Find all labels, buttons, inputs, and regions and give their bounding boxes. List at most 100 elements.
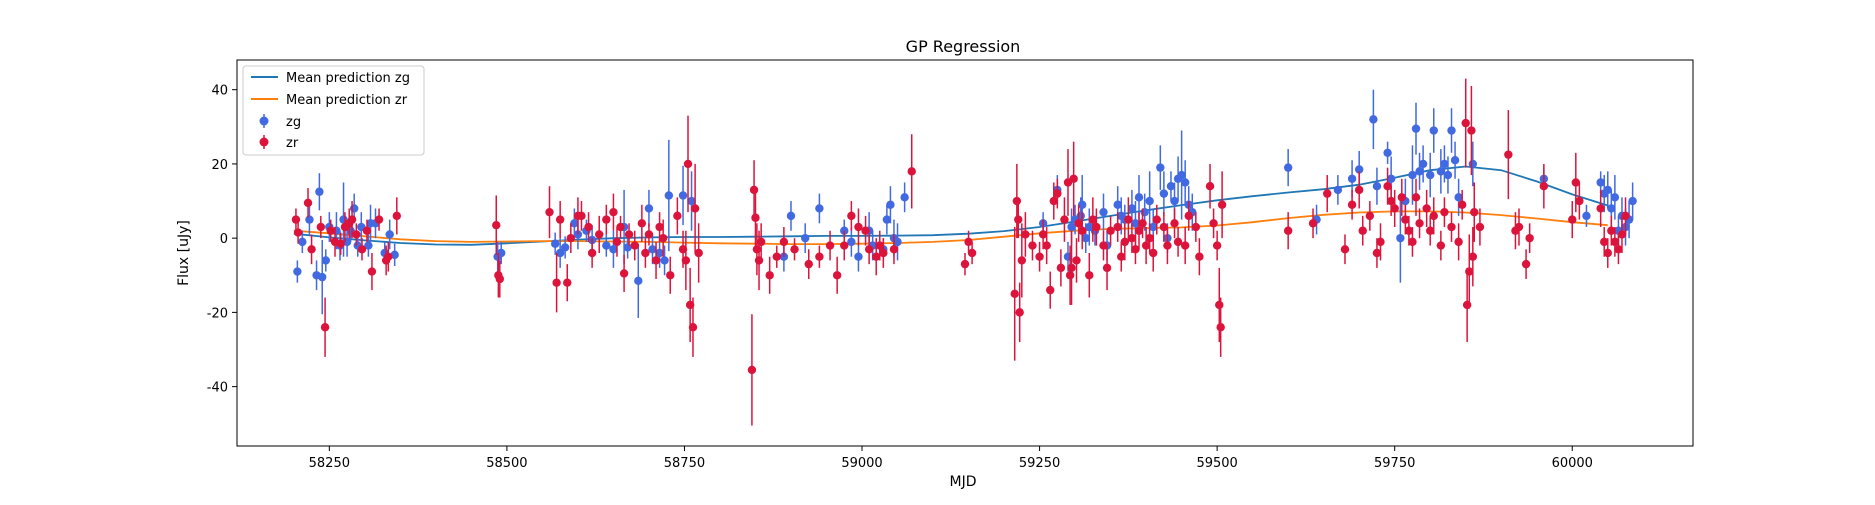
point-zr: [1470, 207, 1479, 217]
point-zg: [570, 219, 579, 228]
point-zr: [747, 365, 757, 375]
point-zr: [1521, 259, 1531, 269]
point-zr: [1568, 215, 1577, 224]
point-zr: [362, 226, 372, 235]
point-zr: [326, 226, 335, 235]
point-zr: [751, 213, 760, 222]
point-zg: [1443, 170, 1453, 180]
point-zg: [1127, 204, 1137, 213]
point-zr: [1323, 189, 1332, 198]
point-zg: [1372, 181, 1382, 191]
point-zr: [307, 245, 316, 254]
point-zr: [964, 237, 973, 247]
point-zr: [552, 278, 561, 287]
point-zr: [1106, 226, 1115, 235]
point-zr: [1457, 200, 1467, 209]
x-axis-label: MJD: [950, 474, 977, 490]
point-zr: [1429, 211, 1438, 221]
point-zr: [1120, 237, 1130, 247]
point-zr: [1454, 237, 1463, 247]
point-zr: [749, 185, 759, 195]
point-zr: [1212, 241, 1222, 250]
point-zr: [879, 248, 888, 258]
point-zr: [1408, 237, 1417, 247]
point-zg: [634, 276, 643, 286]
point-zr: [1347, 200, 1357, 209]
point-zg: [1134, 193, 1144, 202]
x-tick-label: 58250: [309, 456, 350, 471]
point-zg: [1145, 196, 1154, 206]
point-zr: [1404, 226, 1414, 235]
point-zr: [1069, 174, 1078, 183]
point-zr: [683, 159, 693, 169]
point-zg: [886, 200, 895, 209]
point-zr: [1021, 230, 1030, 239]
x-tick-label: 59000: [841, 456, 882, 471]
point-zr: [584, 222, 593, 232]
point-zr: [1173, 237, 1183, 247]
point-zr: [1077, 226, 1087, 235]
point-zr: [1113, 222, 1122, 232]
point-zr: [1514, 222, 1524, 232]
point-zr: [352, 230, 361, 239]
point-zg: [1170, 196, 1179, 206]
point-zr: [1283, 226, 1293, 235]
point-zr: [772, 252, 781, 261]
point-zr: [1152, 215, 1161, 224]
point-zg: [1347, 174, 1357, 183]
point-zg: [1447, 126, 1456, 135]
point-layer: [291, 78, 1637, 426]
point-zr: [967, 248, 977, 258]
point-zr: [1467, 126, 1476, 135]
point-zr: [1012, 196, 1022, 206]
point-zr: [694, 248, 703, 258]
point-zg: [364, 241, 373, 250]
point-zg: [318, 272, 327, 282]
point-zr: [563, 278, 572, 287]
point-zg: [800, 233, 810, 243]
point-zg: [678, 191, 688, 200]
point-zr: [655, 222, 664, 232]
point-zr: [1422, 204, 1431, 213]
point-zr: [1475, 222, 1485, 232]
point-zr: [1386, 196, 1396, 206]
axis-layer: 58250 58500 58750 59000 59250 59500 59750 60000…: [207, 84, 1593, 471]
series-zr: [291, 78, 1630, 426]
point-zr: [872, 252, 881, 261]
point-zr: [1372, 248, 1382, 258]
point-zg: [305, 215, 314, 224]
point-zg: [1180, 178, 1190, 187]
point-zr: [555, 215, 565, 224]
point-zr: [779, 237, 789, 247]
point-zr: [1462, 300, 1472, 310]
point-zr: [644, 230, 654, 239]
point-zr: [1365, 211, 1375, 221]
point-zr: [1163, 241, 1172, 250]
point-zg: [900, 193, 909, 202]
point-zg: [1156, 163, 1165, 172]
point-zr: [1180, 241, 1190, 250]
point-zr: [1397, 193, 1407, 202]
point-zr: [374, 215, 384, 224]
point-zr: [1465, 267, 1474, 276]
point-zr: [1440, 207, 1449, 217]
point-zr: [1603, 248, 1612, 258]
point-zr: [612, 237, 622, 247]
point-zr: [688, 323, 698, 332]
plot-frame: [236, 59, 1694, 447]
point-zg: [648, 245, 657, 254]
point-zg: [687, 196, 696, 206]
point-zg: [1607, 204, 1616, 213]
point-zg: [1454, 193, 1463, 202]
point-zg: [1436, 167, 1446, 176]
x-tick-label: 59250: [1019, 456, 1060, 471]
point-zr: [864, 245, 874, 254]
x-tick-label: 59500: [1196, 456, 1237, 471]
point-zr: [1117, 252, 1126, 261]
point-zr: [1600, 237, 1609, 247]
series-zg: [293, 89, 1637, 318]
point-zr: [1209, 219, 1218, 228]
point-zr: [1102, 263, 1112, 273]
